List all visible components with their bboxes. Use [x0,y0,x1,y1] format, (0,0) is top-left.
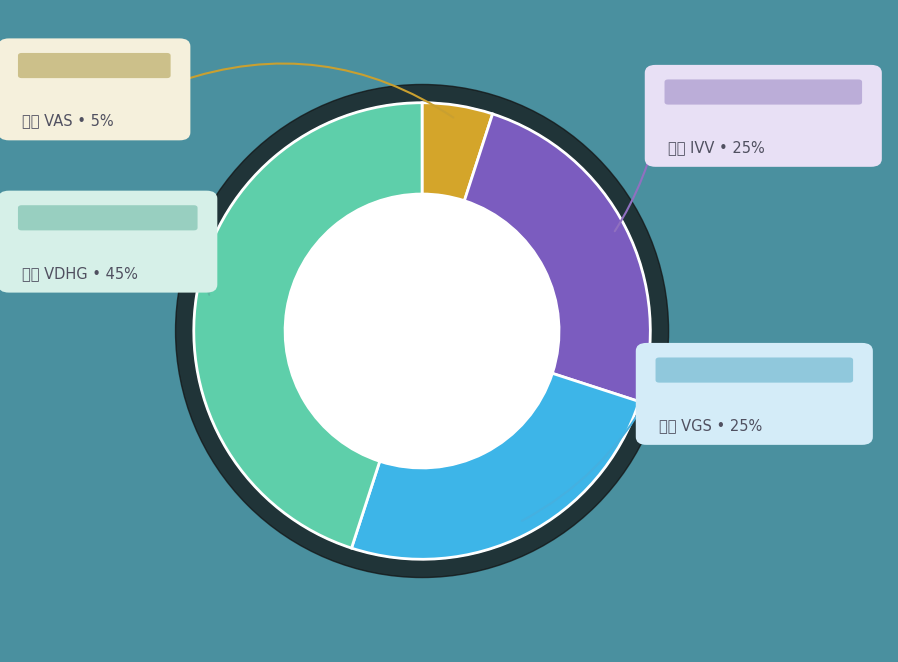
Circle shape [194,103,650,559]
FancyBboxPatch shape [0,191,217,293]
FancyBboxPatch shape [0,38,190,140]
FancyBboxPatch shape [636,343,873,445]
FancyBboxPatch shape [18,53,171,78]
Wedge shape [464,114,650,402]
FancyBboxPatch shape [645,65,882,167]
Circle shape [285,194,559,468]
Text: 🇦🇺 IVV • 25%: 🇦🇺 IVV • 25% [668,140,765,155]
Circle shape [175,85,669,577]
Text: 🇦🇺 VGS • 25%: 🇦🇺 VGS • 25% [659,418,762,433]
Wedge shape [351,373,639,559]
FancyBboxPatch shape [665,79,862,105]
Wedge shape [194,103,422,548]
FancyBboxPatch shape [18,205,198,230]
Text: 🇦🇺 VDHG • 45%: 🇦🇺 VDHG • 45% [22,265,137,281]
Text: 🇦🇺 VAS • 5%: 🇦🇺 VAS • 5% [22,113,113,128]
FancyBboxPatch shape [656,357,853,383]
Wedge shape [422,103,493,201]
